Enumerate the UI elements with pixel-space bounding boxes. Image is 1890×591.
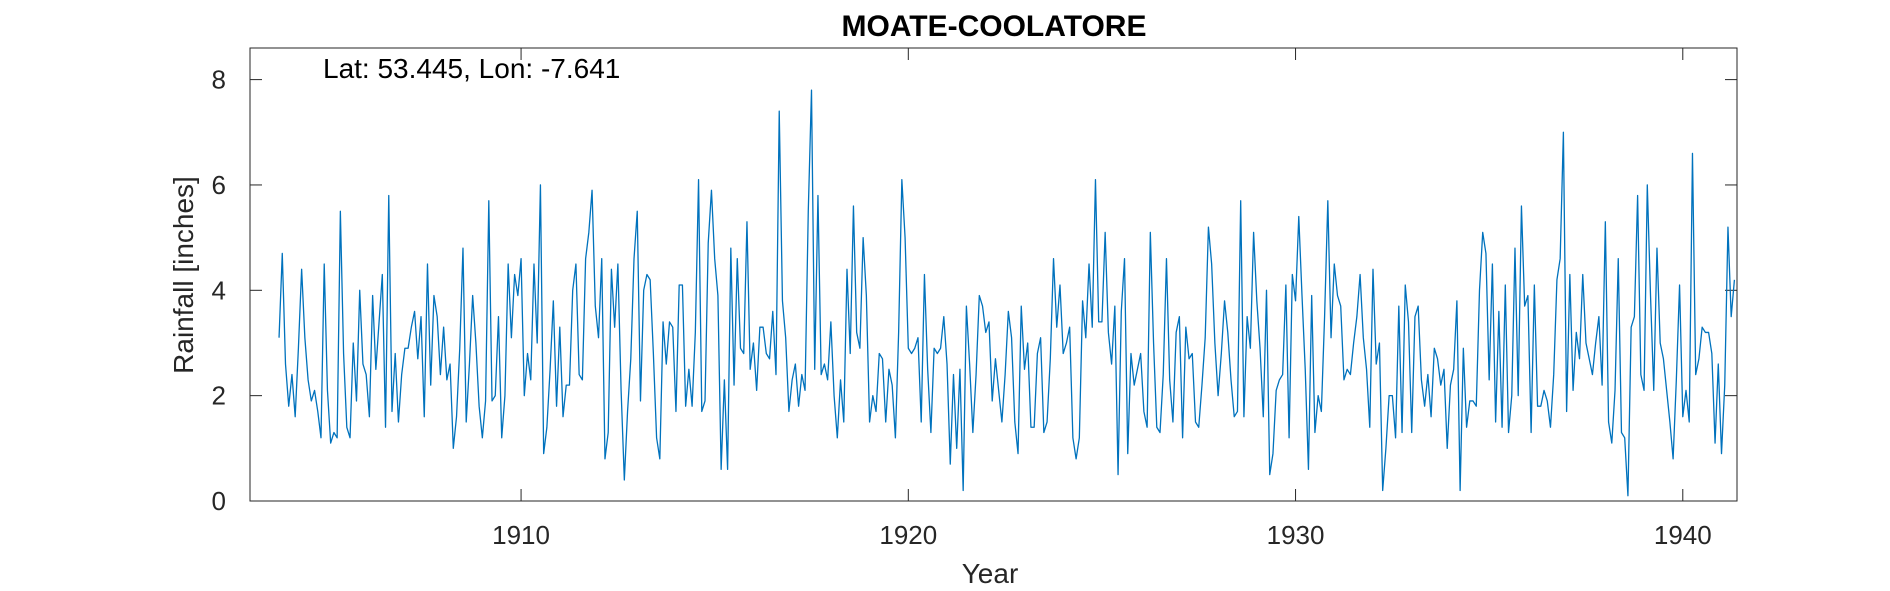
y-tick-label-4: 4 [212, 275, 226, 305]
x-tick-label-1920: 1920 [879, 520, 937, 550]
x-axis-label: Year [962, 558, 1019, 589]
chart-title: MOATE-COOLATORE [842, 10, 1147, 43]
x-tick-label-1910: 1910 [492, 520, 550, 550]
y-tick-label-2: 2 [212, 381, 226, 411]
y-tick-label-0: 0 [212, 486, 226, 516]
y-axis-label: Rainfall [inches] [168, 176, 199, 374]
x-tick-label-1940: 1940 [1654, 520, 1712, 550]
y-tick-label-8: 8 [212, 65, 226, 95]
location-annotation: Lat: 53.445, Lon: -7.641 [323, 53, 620, 84]
x-axis: 1910 1920 1930 1940 [492, 48, 1712, 550]
rainfall-series-line [278, 89, 1736, 497]
plot-frame [249, 47, 1738, 502]
y-axis: 0 2 4 6 8 [212, 65, 1737, 516]
x-tick-label-1930: 1930 [1267, 520, 1325, 550]
y-tick-label-6: 6 [212, 170, 226, 200]
